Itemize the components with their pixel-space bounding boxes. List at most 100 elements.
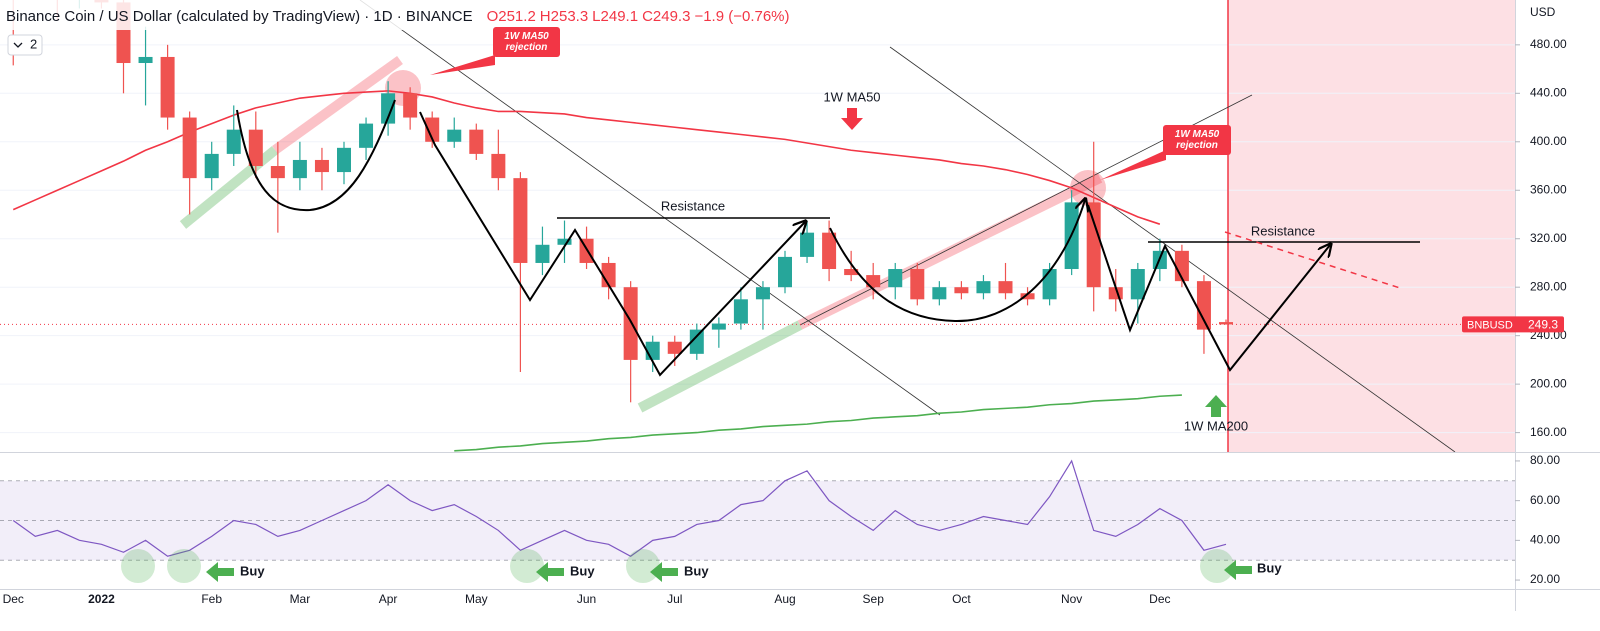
candle-body: [932, 287, 947, 300]
highlight: [510, 549, 544, 583]
candle-body: [733, 299, 748, 324]
ohlc-high: H253.3: [540, 8, 588, 25]
trendline: [889, 46, 1456, 452]
indicator-toggle[interactable]: [7, 34, 43, 56]
x-tick-label: Jul: [667, 592, 682, 606]
y-tick-label: 160.00: [1530, 425, 1567, 439]
x-tick-label: Aug: [774, 592, 795, 606]
candle-body: [226, 129, 241, 154]
candle-body: [689, 329, 704, 354]
candle-body: [755, 287, 770, 300]
buy-label: Buy: [684, 563, 709, 578]
currency-label: USD: [1530, 5, 1556, 19]
candle-body: [535, 244, 550, 263]
buy-label: Buy: [1257, 560, 1282, 575]
candle-body: [513, 178, 528, 263]
price-tag-value: 249.3: [1528, 318, 1558, 332]
ohlc-close: C249.3: [642, 8, 690, 25]
x-tick-label: Feb: [201, 592, 222, 606]
y-tick-label: 200.00: [1530, 376, 1567, 390]
callout-pointer: [430, 55, 495, 75]
candle-body: [623, 287, 638, 360]
pattern-curve: [236, 99, 396, 212]
candle-body: [976, 281, 991, 294]
x-tick-label: Nov: [1061, 592, 1082, 606]
rsi-drawings: Buy: [1257, 560, 1282, 575]
indicator-count: 2: [30, 36, 37, 51]
grid: [0, 44, 1515, 434]
x-tick-label: Dec: [3, 592, 24, 606]
y-tick-label: 80.00: [1530, 453, 1560, 467]
arrow-left: [536, 562, 564, 582]
candle-body: [1042, 269, 1057, 300]
candle-body: [138, 56, 153, 64]
annotation: Resistance: [661, 198, 725, 213]
candle-body: [292, 159, 307, 179]
candle-body: [359, 123, 374, 148]
buy-label: Buy: [570, 563, 595, 578]
candle-body: [160, 56, 175, 118]
highlight: [121, 549, 155, 583]
rsi-band: [0, 480, 1515, 561]
candle-body: [954, 287, 969, 294]
highlight: [1200, 549, 1234, 583]
arrow-down: [841, 108, 863, 130]
candle-body: [491, 153, 506, 179]
x-tick-label: May: [465, 592, 488, 606]
buy-label: Buy: [240, 563, 265, 578]
x-tick-label: Dec: [1149, 592, 1170, 606]
ma-label: 1W MA50: [823, 89, 880, 104]
candle-body: [822, 232, 837, 270]
projection-zone: [1228, 0, 1515, 452]
resistance-band: [272, 55, 403, 155]
candle-body: [1219, 322, 1233, 325]
ohlc-change: −1.9 (−0.76%): [694, 8, 789, 25]
candle-body: [1020, 293, 1035, 300]
candle-body: [778, 256, 792, 288]
rsi-drawings: Buy Buy Buy: [121, 549, 1252, 583]
pattern-path: [419, 111, 805, 377]
candle-body: [1086, 202, 1101, 288]
rsi-pane: [0, 459, 1515, 561]
y-tick-label: 20.00: [1530, 572, 1560, 586]
pattern-curve: [829, 200, 1085, 323]
candle-body: [204, 153, 219, 179]
annotation: Resistance: [1251, 223, 1315, 238]
candle-body: [711, 323, 726, 330]
candle-body: [866, 275, 881, 288]
x-tick-label: Apr: [379, 592, 398, 606]
candle-body: [425, 117, 440, 142]
candle-body: [800, 232, 815, 257]
chevron: [13, 42, 23, 48]
x-tick-label: Jun: [577, 592, 596, 606]
symbol-title: Binance Coin / US Dollar (calculated by …: [6, 8, 473, 25]
y-tick-label: 320.00: [1530, 231, 1567, 245]
y-tick-label: 400.00: [1530, 134, 1567, 148]
y-tick-label: 280.00: [1530, 279, 1567, 293]
arrow-left: [650, 562, 678, 582]
candle-body: [998, 281, 1013, 294]
x-tick-label: Mar: [290, 592, 311, 606]
dashed-line: [1224, 231, 1401, 289]
candle-body: [381, 93, 396, 124]
ohlc-open: O251.2: [487, 8, 536, 25]
highlight: [626, 549, 660, 583]
candle-body: [844, 269, 859, 276]
price-tag: [1462, 316, 1564, 333]
candle-body: [469, 129, 484, 154]
price-tag-symbol: BNBUSD: [1467, 319, 1513, 331]
candles: [12, 0, 1233, 403]
candle-body: [403, 93, 418, 118]
callout: 1W MA50 rejection: [493, 27, 560, 57]
ohlc-low: L249.1: [592, 8, 638, 25]
header: Binance Coin / US Dollar (calculated by …: [6, 8, 790, 25]
candle-body: [248, 129, 263, 167]
moving-average: [454, 394, 1182, 452]
arrow-up: [1205, 395, 1227, 417]
candle-body: [888, 269, 903, 288]
support-band: [637, 320, 803, 413]
drawings: 1W MA50 1W MA200 Resistance Resistance: [236, 55, 1420, 433]
candle-body: [1196, 281, 1211, 330]
